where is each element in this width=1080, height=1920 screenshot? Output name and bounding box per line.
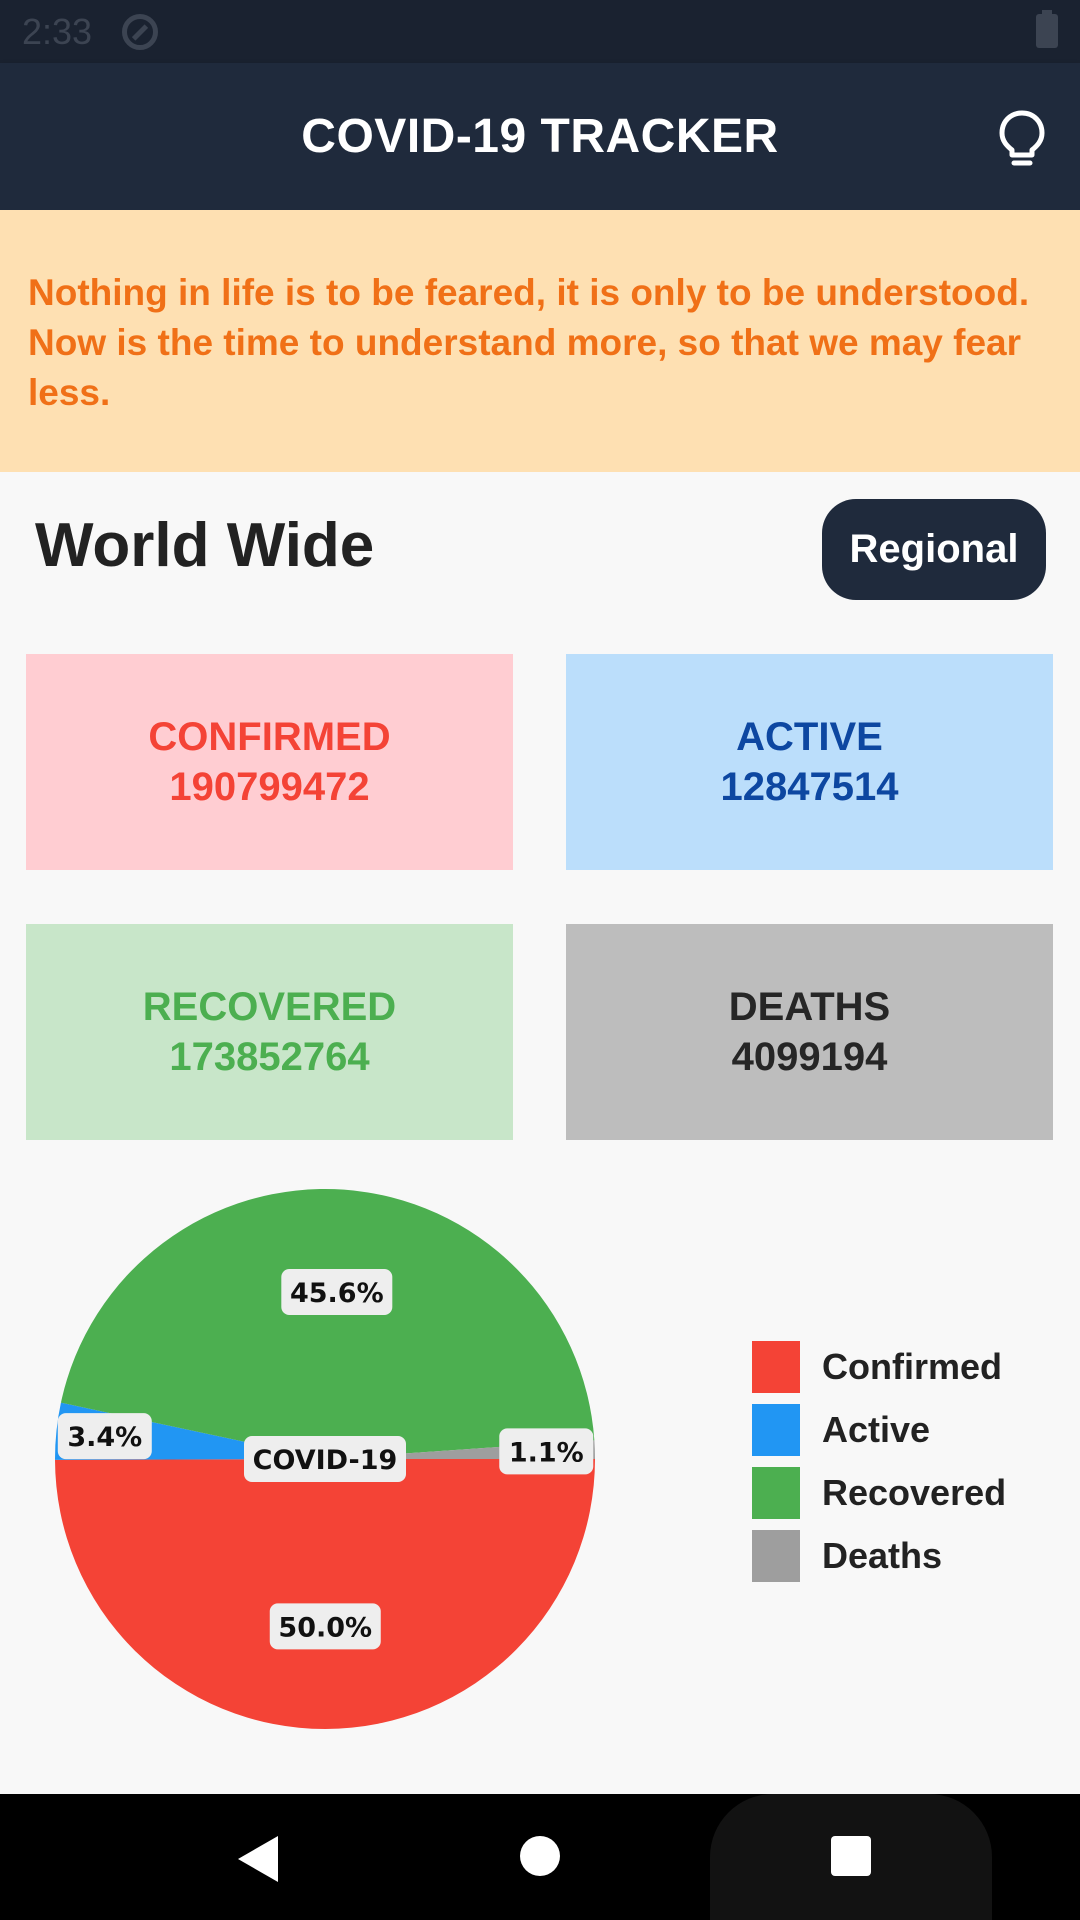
pie-label-deaths: 1.1% [499,1428,594,1475]
legend-item-recovered: Recovered [752,1461,1006,1524]
regional-button[interactable]: Regional [822,499,1046,600]
pie-center-label-text: COVID-19 [253,1445,398,1476]
pie-label-confirmed-text: 50.0% [278,1612,372,1643]
legend-swatch-active [752,1403,800,1456]
pie-center-label: COVID-19 [244,1436,406,1482]
pie-label-confirmed: 50.0% [269,1603,381,1650]
legend-swatch-recovered [752,1466,800,1519]
pie-slice-recovered [60,1188,595,1459]
deaths-label: DEATHS [728,985,891,1029]
active-label: ACTIVE [736,715,883,759]
battery-icon [1036,10,1058,48]
confirmed-card: CONFIRMED 190799472 [26,654,513,870]
active-value: 12847514 [720,765,899,809]
legend-label-deaths: Deaths [822,1534,943,1576]
chart-legend: Confirmed Active Recovered Deaths [752,1335,1006,1587]
section-title: World Wide [35,511,375,580]
pie-chart-svg: 50.0% 3.4% 45.6% 1.1% COVID-19 [55,1188,595,1729]
deaths-value: 4099194 [731,1035,888,1079]
confirmed-value: 190799472 [169,765,370,809]
back-icon[interactable] [238,1836,278,1882]
confirmed-label: CONFIRMED [148,715,391,759]
app-bar: COVID-19 TRACKER [0,63,1080,210]
legend-item-active: Active [752,1398,1006,1461]
legend-label-recovered: Recovered [822,1471,1007,1513]
status-time: 2:33 [22,10,93,52]
lightbulb-icon[interactable] [992,107,1052,167]
navigation-bar [0,1794,1080,1920]
legend-label-confirmed: Confirmed [822,1345,1002,1387]
pie-label-recovered: 45.6% [281,1269,393,1316]
recovered-card: RECOVERED 173852764 [26,924,513,1140]
recovered-value: 173852764 [169,1035,370,1079]
recent-apps-icon[interactable] [831,1836,871,1876]
pie-label-deaths-text: 1.1% [509,1437,584,1468]
pie-label-recovered-text: 45.6% [290,1278,384,1309]
legend-item-deaths: Deaths [752,1524,1006,1587]
legend-label-active: Active [822,1408,931,1450]
legend-item-confirmed: Confirmed [752,1335,1006,1398]
deaths-card: DEATHS 4099194 [566,924,1053,1140]
status-bar: 2:33 [0,0,1080,63]
home-icon[interactable] [520,1836,560,1876]
pie-label-active-text: 3.4% [67,1422,142,1453]
legend-swatch-confirmed [752,1340,800,1393]
do-not-disturb-icon [122,13,159,50]
recovered-label: RECOVERED [142,985,397,1029]
active-card: ACTIVE 12847514 [566,654,1053,870]
pie-chart: 50.0% 3.4% 45.6% 1.1% COVID-19 [50,1184,600,1734]
legend-swatch-deaths [752,1529,800,1582]
quote-text: Nothing in life is to be feared, it is o… [28,272,1030,413]
quote-banner: Nothing in life is to be feared, it is o… [0,210,1080,472]
app-title: COVID-19 TRACKER [301,110,779,163]
pie-label-active: 3.4% [57,1413,152,1460]
pie-slice-confirmed [55,1459,595,1729]
